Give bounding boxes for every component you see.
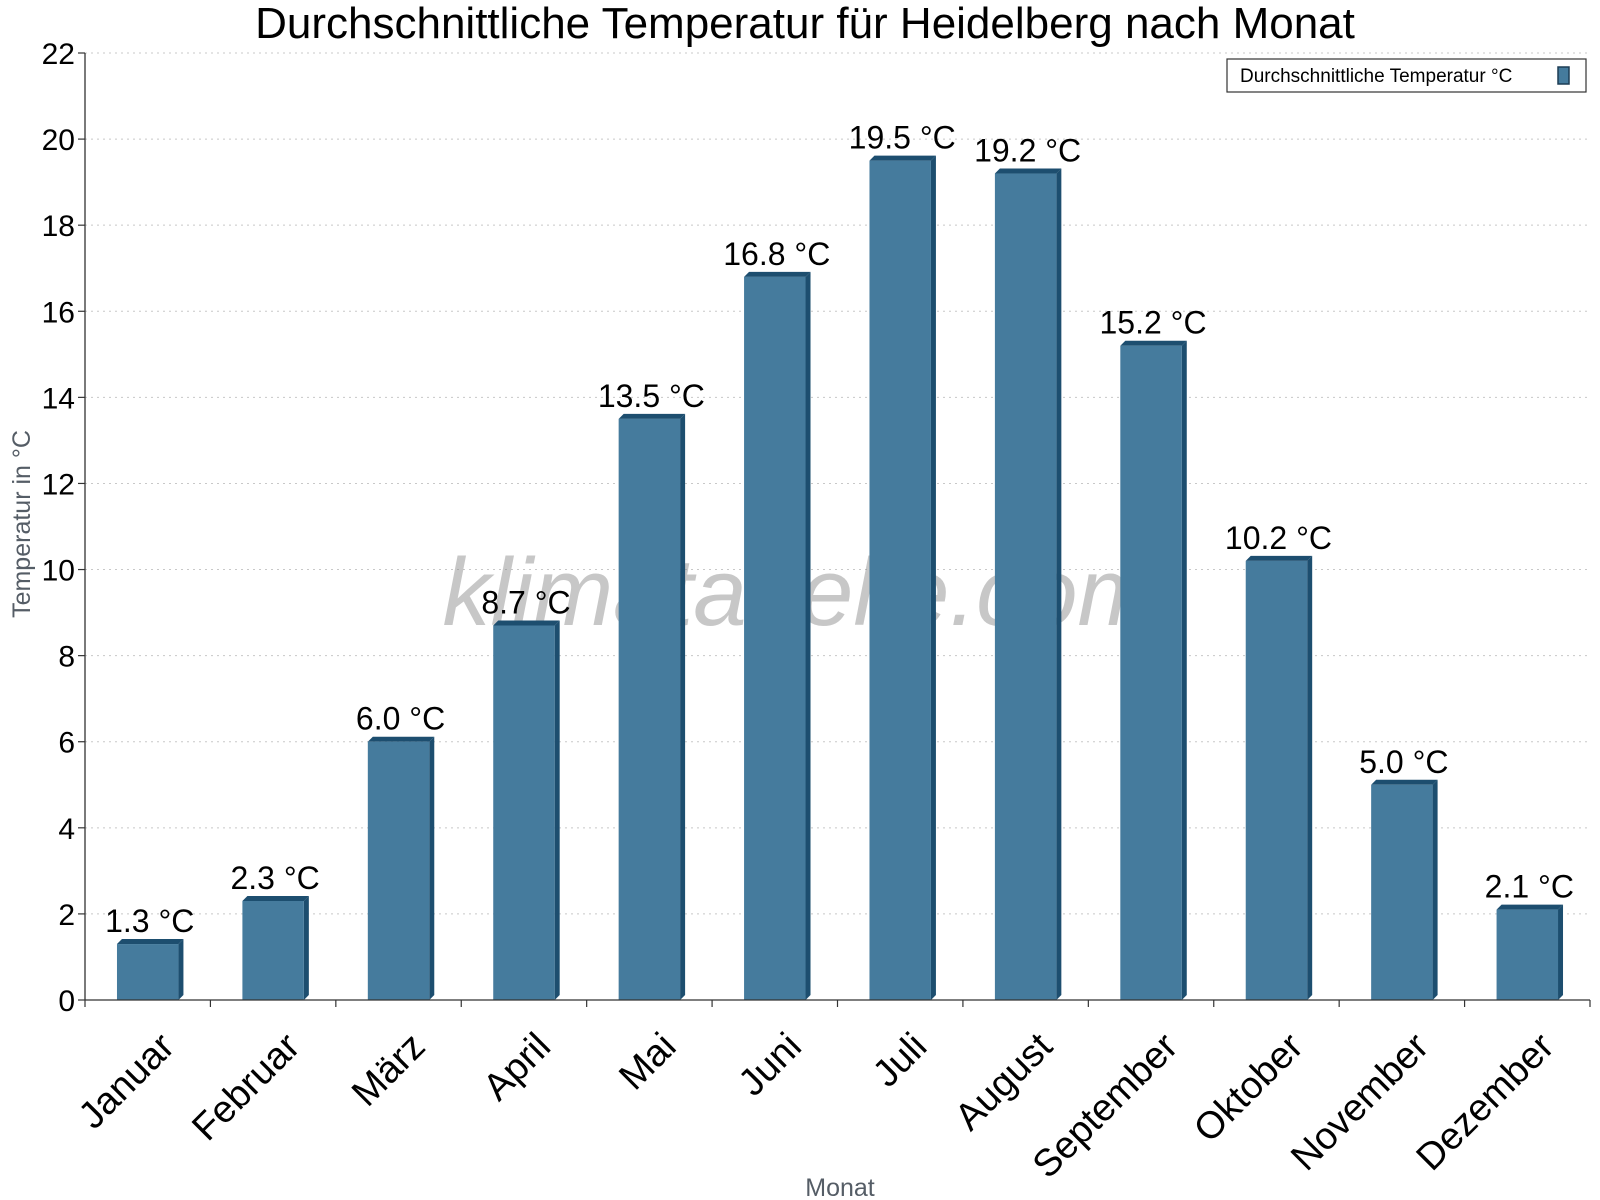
data-label: 19.2 °C <box>974 133 1081 169</box>
bar-august <box>994 173 1057 1000</box>
x-tick-label: Mai <box>611 1025 684 1098</box>
bar-top <box>116 939 184 945</box>
y-tick-label: 14 <box>42 382 75 415</box>
bar-top <box>242 895 309 901</box>
value-labels: 1.3 °C 2.3 °C 6.0 °C 8.7 °C 13.5 °C 16.8 °C 19… <box>105 120 1574 939</box>
y-tick-label: 10 <box>42 555 75 588</box>
legend: Durchschnittliche Temperatur °C <box>1226 58 1587 93</box>
x-tick-label: April <box>476 1025 559 1108</box>
bar-november <box>1371 784 1433 1000</box>
bar-top <box>618 413 686 419</box>
chart-title: Durchschnittliche Temperatur für Heidelb… <box>255 0 1355 48</box>
data-label: 15.2 °C <box>1100 305 1207 341</box>
y-tick-label: 12 <box>42 468 75 501</box>
bar-top <box>493 620 560 626</box>
data-label: 16.8 °C <box>723 236 830 272</box>
y-tick-label: 18 <box>42 210 75 243</box>
x-tick-label: Juni <box>731 1025 810 1104</box>
bar-side <box>1056 168 1062 1000</box>
bar-märz <box>367 741 430 1000</box>
x-tick-label: Februar <box>184 1025 308 1149</box>
x-tick-label: März <box>344 1025 433 1114</box>
data-label: 10.2 °C <box>1225 520 1332 556</box>
bar-januar <box>116 944 179 1000</box>
bar-side <box>178 939 184 1000</box>
legend-box <box>1226 58 1587 93</box>
data-label: 8.7 °C <box>481 585 570 621</box>
x-tick-label: Dezember <box>1409 1025 1563 1179</box>
bar-top <box>1120 340 1187 346</box>
bar-side <box>1181 340 1187 1000</box>
y-axis-label: Temperatur in °C <box>8 430 36 618</box>
bars <box>116 155 1564 1000</box>
legend-swatch <box>1557 66 1570 85</box>
bar-side <box>680 413 686 1000</box>
bar-side <box>1432 779 1438 1000</box>
bar-side <box>930 155 936 1000</box>
bar-top <box>994 168 1062 174</box>
y-tick-label: 2 <box>58 899 75 932</box>
x-tick-label: Januar <box>71 1025 183 1137</box>
bar-februar <box>242 900 304 1000</box>
y-tick-label: 16 <box>42 296 75 329</box>
data-label: 5.0 °C <box>1359 744 1448 780</box>
bar-top <box>367 736 435 742</box>
y-tick-label: 6 <box>58 727 75 760</box>
y-tick-label: 4 <box>58 813 75 846</box>
bar-top <box>869 155 936 161</box>
bar-april <box>493 625 555 1000</box>
bar-oktober <box>1245 560 1308 1000</box>
bar-juni <box>744 276 806 1000</box>
data-label: 19.5 °C <box>849 120 956 156</box>
data-label: 6.0 °C <box>356 701 445 737</box>
bar-top <box>744 271 811 277</box>
x-tick-label: August <box>947 1025 1061 1139</box>
y-tick-label: 8 <box>58 641 75 674</box>
y-tick-label: 20 <box>42 124 75 157</box>
legend-label: Durchschnittliche Temperatur °C <box>1240 66 1512 87</box>
bar-dezember <box>1496 909 1559 1000</box>
y-tick-label: 0 <box>58 985 75 1018</box>
data-label: 1.3 °C <box>105 903 194 939</box>
data-label: 2.3 °C <box>230 860 319 896</box>
bar-top <box>1496 904 1564 910</box>
bar-side <box>554 620 560 1000</box>
bar-top <box>1371 779 1438 785</box>
data-label: 13.5 °C <box>598 378 705 414</box>
bar-juli <box>869 160 931 1000</box>
grid-lines <box>85 52 1590 915</box>
bar-side <box>303 895 309 1000</box>
bar-top <box>1245 555 1313 561</box>
bar-side <box>1558 904 1564 1000</box>
x-axis-label: Monat <box>805 1174 875 1200</box>
bar-side <box>1307 555 1313 1000</box>
y-tick-label: 22 <box>42 38 75 71</box>
bar-side <box>429 736 435 1000</box>
bar-september <box>1120 345 1182 1000</box>
bar-mai <box>618 418 681 1000</box>
bar-side <box>805 271 811 1000</box>
x-tick-label: Oktober <box>1186 1025 1312 1151</box>
x-tick-label: Juli <box>865 1025 935 1095</box>
data-label: 2.1 °C <box>1485 869 1574 905</box>
